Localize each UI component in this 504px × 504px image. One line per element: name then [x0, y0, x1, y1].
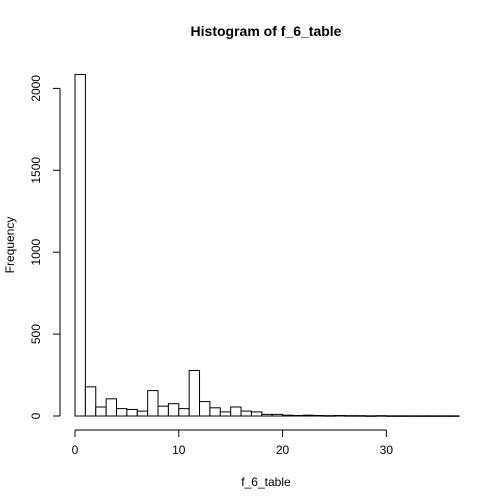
y-tick-label: 2000: [29, 75, 43, 102]
histogram-bar-28: [365, 415, 377, 417]
y-tick-label: 1000: [29, 239, 43, 266]
histogram-bar-12: [199, 401, 211, 417]
histogram-bar-7: [147, 390, 159, 417]
histogram-bar-10: [178, 408, 190, 417]
histogram-bar-11: [188, 369, 201, 417]
chart-title: Histogram of f_6_table: [191, 23, 342, 39]
x-tick-label: 10: [172, 443, 186, 457]
histogram-bar-36: [448, 415, 460, 417]
histogram-bar-31: [396, 415, 408, 417]
histogram-bar-27: [354, 415, 367, 417]
histogram-bar-1: [84, 386, 97, 417]
y-axis: 0 500 1000 1500 2000: [29, 75, 61, 419]
bars-group: [74, 73, 460, 417]
histogram-bar-30: [385, 415, 398, 417]
histogram-bar-15: [230, 406, 242, 417]
histogram-bar-26: [344, 415, 356, 417]
x-tick-label: 30: [380, 443, 394, 457]
histogram-bar-32: [406, 415, 418, 417]
histogram-bar-33: [416, 415, 429, 417]
histogram-bar-4: [116, 408, 128, 417]
x-tick-label: 0: [72, 443, 79, 457]
x-axis-label: f_6_table: [241, 475, 291, 489]
y-tick-label: 0: [29, 412, 43, 419]
x-tick-label: 20: [276, 443, 290, 457]
x-axis: 0 10 20 30: [72, 429, 394, 457]
y-tick-label: 500: [29, 324, 43, 344]
histogram-bar-34: [427, 415, 439, 417]
histogram-bar-13: [209, 407, 221, 417]
histogram-bar-14: [219, 411, 232, 417]
histogram-bar-21: [292, 415, 304, 417]
y-axis-label: Frequency: [3, 217, 17, 274]
histogram-bar-5: [126, 408, 138, 417]
histogram-bar-24: [323, 415, 335, 417]
histogram-bar-23: [313, 415, 325, 417]
histogram-bar-0: [74, 73, 86, 417]
histogram-bar-2: [95, 406, 107, 417]
histogram-bar-20: [282, 414, 294, 417]
histogram-bar-3: [105, 398, 118, 417]
histogram-bar-16: [240, 410, 252, 417]
histogram-bar-19: [271, 413, 284, 417]
histogram-bar-22: [302, 414, 315, 417]
histogram-bar-35: [437, 415, 450, 417]
histogram-bar-25: [333, 415, 346, 417]
y-tick-label: 1500: [29, 157, 43, 184]
histogram-bar-17: [250, 411, 263, 417]
histogram-bar-6: [136, 410, 149, 417]
histogram-bar-9: [167, 403, 180, 417]
histogram-bar-29: [375, 415, 387, 417]
histogram-bar-8: [157, 405, 169, 417]
histogram-bar-18: [261, 413, 273, 417]
